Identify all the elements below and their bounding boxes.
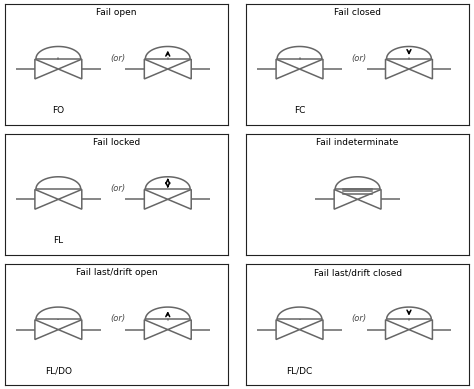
Text: (or): (or)	[351, 314, 366, 323]
Text: FL: FL	[53, 236, 64, 245]
Text: FL/DO: FL/DO	[45, 366, 72, 375]
Text: Fail last/drift closed: Fail last/drift closed	[313, 268, 401, 277]
Text: FL/DC: FL/DC	[286, 366, 313, 375]
Text: FO: FO	[52, 105, 64, 114]
Text: (or): (or)	[351, 54, 366, 63]
Text: (or): (or)	[110, 54, 125, 63]
Text: Fail closed: Fail closed	[334, 7, 381, 16]
Text: Fail last/drift open: Fail last/drift open	[75, 268, 157, 277]
Text: Fail locked: Fail locked	[93, 138, 140, 147]
Text: (or): (or)	[110, 184, 125, 193]
Text: Fail open: Fail open	[96, 7, 137, 16]
Text: FC: FC	[294, 105, 305, 114]
Text: (or): (or)	[110, 314, 125, 323]
Text: Fail indeterminate: Fail indeterminate	[317, 138, 399, 147]
